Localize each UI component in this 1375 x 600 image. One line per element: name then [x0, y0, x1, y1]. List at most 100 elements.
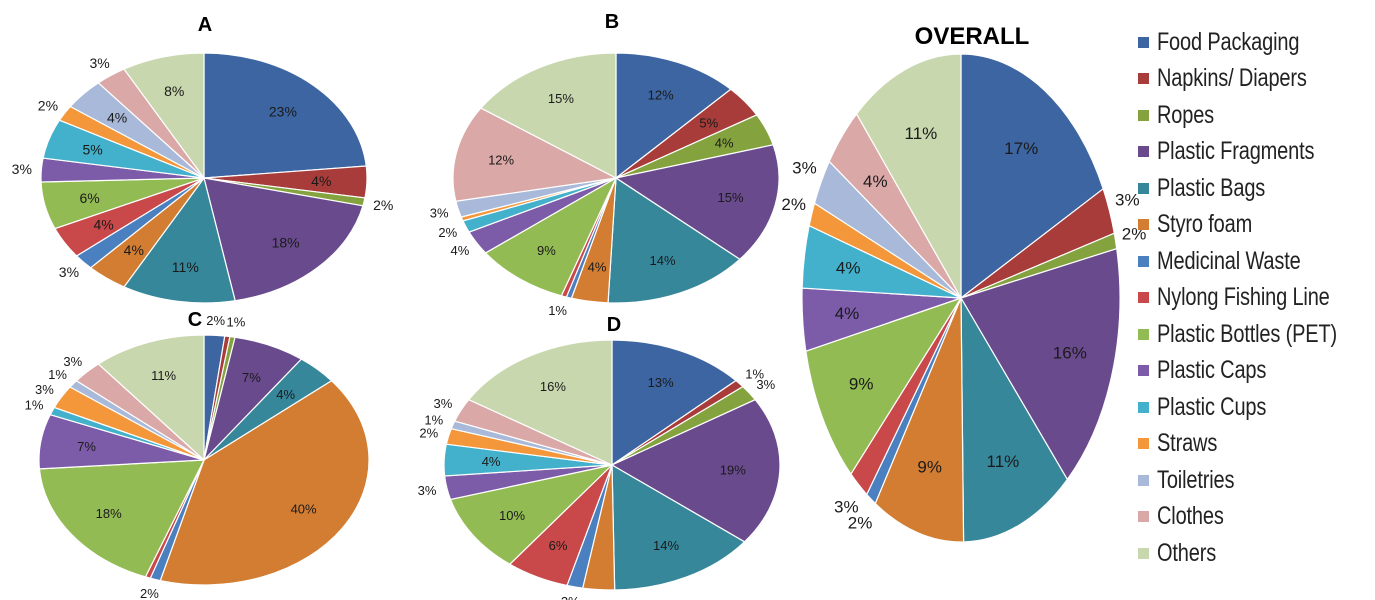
slice-label-d-11: 2% [419, 425, 438, 440]
slice-label-d-14: 16% [540, 379, 566, 394]
chart-title-d: D [607, 314, 621, 336]
legend-item: Plastic Caps [1138, 353, 1374, 390]
legend-label: Styro foam [1157, 210, 1253, 239]
slice-label-c-5: 40% [291, 502, 317, 517]
legend-swatch [1138, 109, 1149, 121]
slice-label-overall-5: 9% [917, 458, 942, 477]
legend-label: Toiletries [1157, 465, 1235, 494]
legend-swatch [1138, 328, 1149, 340]
slice-label-d-12: 1% [424, 413, 443, 428]
pie-chart-a: 23% 4% 2% 18% 11% 4% 3% 4% 6% 3% 5% 2% 4% 3% 8% [12, 52, 393, 304]
slice-label-a-6: 3% [59, 264, 79, 280]
legend-item: Food Packaging [1138, 24, 1374, 61]
slice-a-0 [203, 52, 367, 179]
legend-label: Napkins/ Diapers [1157, 64, 1307, 93]
slice-label-b-0: 12% [648, 87, 674, 102]
legend-item: Ropes [1138, 97, 1374, 134]
legend-swatch [1138, 182, 1149, 194]
legend-item: Napkins/ Diapers [1138, 61, 1374, 98]
legend-label: Others [1157, 538, 1217, 567]
slice-d-14 [467, 339, 613, 466]
slice-c-8 [38, 459, 205, 578]
slice-label-b-14: 15% [548, 91, 574, 106]
slice-overall-3 [960, 247, 1121, 481]
slice-label-b-7: 1% [548, 303, 567, 318]
legend-swatch [1138, 365, 1149, 377]
slice-label-d-10: 4% [482, 454, 501, 469]
slice-label-c-8: 18% [96, 506, 122, 521]
slice-label-d-3: 19% [720, 463, 746, 478]
slice-d-0 [611, 339, 737, 467]
slice-label-overall-4: 11% [987, 452, 1020, 471]
slice-b-14 [479, 52, 617, 179]
slice-label-c-2: 1% [227, 315, 246, 330]
slice-overall-0 [960, 53, 1104, 300]
slice-label-d-6: 2% [561, 594, 580, 600]
legend-item: Nylong Fishing Line [1138, 280, 1374, 317]
slice-label-overall-11: 2% [781, 195, 806, 214]
legend-swatch [1138, 73, 1149, 85]
legend-swatch [1138, 511, 1149, 523]
legend-label: Clothes [1157, 502, 1224, 531]
slice-label-a-3: 18% [272, 235, 300, 251]
legend-swatch [1138, 255, 1149, 267]
slice-label-a-4: 11% [172, 259, 199, 275]
slice-a-4 [123, 176, 236, 304]
pie-chart-b: 12% 5% 4% 15% 14% 4% 1% 9% 4% 2% 3% 12% 15% [430, 52, 780, 318]
slice-label-a-13: 3% [89, 55, 109, 71]
legend-label: Plastic Fragments [1157, 137, 1315, 166]
legend-swatch [1138, 292, 1149, 304]
slice-label-overall-7: 3% [834, 498, 859, 517]
slice-c-14 [97, 334, 205, 462]
legend-swatch [1138, 547, 1149, 559]
legend: Food Packaging Napkins/ Diapers Ropes Plast… [1138, 24, 1374, 572]
slice-label-d-0: 13% [648, 375, 674, 390]
legend-label: Ropes [1157, 100, 1215, 129]
slice-label-a-7: 4% [93, 217, 113, 233]
slice-label-b-13: 12% [488, 152, 514, 167]
legend-item: Straws [1138, 426, 1374, 463]
legend-label: Food Packaging [1157, 27, 1300, 56]
slice-label-overall-12: 3% [792, 158, 817, 177]
slice-label-b-4: 14% [649, 253, 675, 268]
slice-label-a-2: 2% [373, 197, 393, 213]
slice-label-b-10: 2% [438, 225, 457, 240]
slice-d-4 [611, 463, 746, 591]
slice-label-d-5: 3% [588, 597, 607, 600]
slice-label-c-6: 2% [140, 586, 159, 600]
slice-a-3 [203, 177, 364, 302]
slice-label-c-0: 2% [206, 313, 225, 328]
slice-label-overall-3: 16% [1053, 343, 1087, 362]
slice-label-d-4: 14% [653, 538, 679, 553]
legend-label: Plastic Cups [1157, 392, 1267, 421]
slice-overall-14 [855, 53, 962, 301]
legend-item: Toiletries [1138, 462, 1374, 499]
slice-overall-4 [960, 295, 1069, 543]
slice-label-a-12: 4% [107, 110, 127, 126]
slice-label-d-2: 3% [756, 377, 775, 392]
slice-b-8 [484, 176, 618, 297]
slice-label-c-9: 7% [77, 439, 96, 454]
slice-label-overall-14: 11% [905, 124, 938, 143]
slice-label-a-1: 4% [311, 173, 331, 189]
slice-label-b-5: 4% [588, 259, 607, 274]
slice-overall-5 [874, 297, 965, 543]
chart-title-overall: OVERALL [915, 23, 1030, 50]
slice-label-b-3: 15% [717, 190, 743, 205]
slice-label-overall-6: 2% [848, 514, 873, 533]
slice-label-d-9: 3% [418, 483, 437, 498]
legend-label: Plastic Caps [1157, 356, 1267, 385]
legend-label: Nylong Fishing Line [1157, 283, 1330, 312]
slice-d-3 [610, 398, 781, 543]
legend-swatch [1138, 438, 1149, 450]
legend-swatch [1138, 146, 1149, 158]
legend-item: Styro foam [1138, 207, 1374, 244]
chart-title-b: B [605, 11, 619, 33]
slice-label-overall-10: 4% [836, 259, 861, 278]
slice-label-c-3: 7% [242, 370, 261, 385]
slice-label-c-4: 4% [276, 387, 295, 402]
legend-swatch [1138, 36, 1149, 48]
slice-label-a-8: 6% [79, 190, 99, 206]
slice-label-c-11: 3% [35, 382, 54, 397]
slice-label-b-1: 5% [699, 115, 718, 130]
